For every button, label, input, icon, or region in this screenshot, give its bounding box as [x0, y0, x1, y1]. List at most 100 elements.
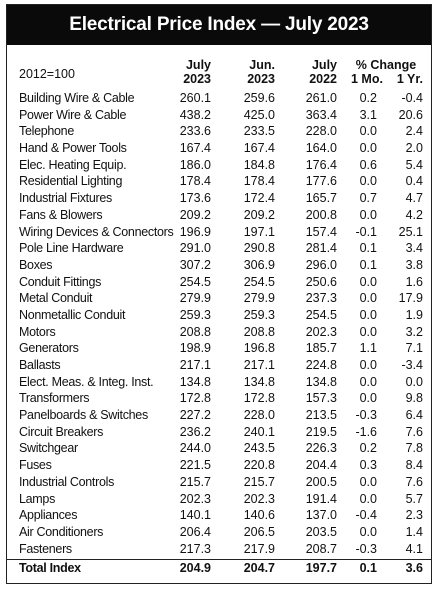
- value-july-2023: 233.6: [179, 124, 211, 139]
- change-1-month: 0.0: [359, 374, 377, 389]
- value-july-2022: 157.3: [305, 391, 337, 406]
- table-row: Motors 208.8 208.8 202.3 0.0 3.2: [7, 324, 431, 341]
- change-1-year: 0.4: [405, 174, 423, 189]
- category-name: Building Wire & Cable: [19, 91, 135, 105]
- header-1-month: 1 Mo.: [351, 72, 383, 86]
- header-jun-2023: Jun. 2023: [247, 58, 275, 86]
- value-july-2023: 198.9: [179, 341, 211, 356]
- change-1-month: 0.0: [359, 358, 377, 372]
- category-name: Fasteners: [19, 541, 72, 556]
- category-name: Telephone: [19, 124, 74, 139]
- value-jun-2023: 140.6: [243, 508, 275, 523]
- table-row: Metal Conduit 279.9 279.9 237.3 0.0 17.9: [7, 290, 431, 307]
- value-july-2022: 200.5: [305, 474, 337, 489]
- change-1-month: 0.2: [359, 441, 377, 456]
- value-july-2022: 208.7: [305, 541, 337, 556]
- base-year-label: 2012=100: [19, 67, 75, 81]
- change-1-year: 5.4: [405, 157, 423, 172]
- change-1-year: 2.4: [405, 124, 423, 139]
- value-july-2022: 250.6: [305, 274, 337, 289]
- change-1-year: 3.6: [405, 561, 423, 576]
- value-july-2022: 254.5: [305, 307, 337, 322]
- change-1-month: 0.0: [359, 391, 377, 406]
- value-july-2023: 260.1: [179, 91, 211, 105]
- change-1-year: 1.4: [405, 524, 423, 539]
- change-1-month: 0.1: [359, 241, 377, 256]
- value-july-2023: 307.2: [179, 257, 211, 272]
- category-name: Conduit Fittings: [19, 274, 102, 289]
- value-july-2022: 228.0: [305, 124, 337, 139]
- table-row: Nonmetallic Conduit 259.3 259.3 254.5 0.0 1.9: [7, 307, 431, 324]
- value-jun-2023: 254.5: [243, 274, 275, 289]
- change-1-year: 4.7: [405, 191, 423, 206]
- value-jun-2023: 215.7: [243, 474, 275, 489]
- change-1-month: -0.3: [355, 541, 377, 556]
- category-name: Lamps: [19, 491, 56, 506]
- value-jun-2023: 167.4: [243, 141, 275, 156]
- value-july-2023: 204.9: [179, 561, 211, 576]
- table-row: Power Wire & Cable 438.2 425.0 363.4 3.1 20.6: [7, 107, 431, 124]
- value-jun-2023: 217.9: [243, 541, 275, 556]
- value-jun-2023: 184.8: [243, 157, 275, 172]
- table-row: Fans & Blowers 209.2 209.2 200.8 0.0 4.2: [7, 207, 431, 224]
- change-1-year: 7.1: [405, 341, 423, 356]
- change-1-month: -0.4: [355, 508, 377, 523]
- change-1-year: 0.0: [405, 374, 423, 389]
- change-1-year: -0.4: [401, 91, 423, 105]
- header-pct-change: % Change 1 Mo. 1 Yr.: [351, 58, 423, 86]
- change-1-month: -1.6: [355, 424, 377, 439]
- table-row: Elec. Heating Equip. 186.0 184.8 176.4 0.6 5.…: [7, 157, 431, 174]
- table-body: Building Wire & Cable 260.1 259.6 261.0 0.2 -…: [7, 90, 431, 577]
- value-july-2022: 164.0: [305, 141, 337, 156]
- value-jun-2023: 208.8: [243, 324, 275, 339]
- table-header: 2012=100 July 2023 Jun. 2023 July 2022 %…: [7, 45, 431, 88]
- value-july-2023: 236.2: [179, 424, 211, 439]
- category-name: Fuses: [19, 458, 52, 473]
- category-name: Circuit Breakers: [19, 424, 104, 439]
- change-1-month: 0.0: [359, 124, 377, 139]
- table-title: Electrical Price Index — July 2023: [7, 5, 431, 45]
- value-july-2023: 178.4: [179, 174, 211, 189]
- change-1-year: 4.1: [405, 541, 423, 556]
- category-name: Nonmetallic Conduit: [19, 307, 126, 322]
- value-july-2022: 204.4: [305, 458, 337, 473]
- table-row: Conduit Fittings 254.5 254.5 250.6 0.0 1.6: [7, 274, 431, 291]
- value-jun-2023: 279.9: [243, 291, 275, 306]
- header-july-2023: July 2023: [183, 58, 211, 86]
- value-jun-2023: 172.4: [243, 191, 275, 206]
- table-row: Wiring Devices & Connectors 196.9 197.1 157…: [7, 224, 431, 241]
- change-1-month: 0.1: [359, 257, 377, 272]
- table-row: Appliances 140.1 140.6 137.0 -0.4 2.3: [7, 507, 431, 524]
- change-1-month: 0.6: [359, 157, 377, 172]
- value-july-2022: 191.4: [305, 491, 337, 506]
- change-1-year: 20.6: [398, 107, 423, 122]
- value-july-2022: 237.3: [305, 291, 337, 306]
- change-1-year: 2.0: [405, 141, 423, 156]
- table-row: Hand & Power Tools 167.4 167.4 164.0 0.0 2.0: [7, 140, 431, 157]
- change-1-month: 0.1: [359, 561, 377, 576]
- category-name: Total Index: [19, 561, 81, 576]
- value-july-2023: 259.3: [179, 307, 211, 322]
- change-1-month: 0.2: [359, 91, 377, 105]
- change-1-year: 3.4: [405, 241, 423, 256]
- value-july-2023: 217.1: [179, 358, 211, 372]
- change-1-year: 3.8: [405, 257, 423, 272]
- value-july-2022: 176.4: [305, 157, 337, 172]
- value-july-2023: 186.0: [179, 157, 211, 172]
- change-1-month: 0.0: [359, 307, 377, 322]
- table-row: Ballasts 217.1 217.1 224.8 0.0 -3.4: [7, 357, 431, 374]
- value-jun-2023: 228.0: [243, 408, 275, 423]
- category-name: Residential Lighting: [19, 174, 123, 189]
- value-jun-2023: 196.8: [243, 341, 275, 356]
- value-july-2022: 165.7: [305, 191, 337, 206]
- change-1-month: -0.1: [355, 224, 377, 239]
- value-july-2023: 279.9: [179, 291, 211, 306]
- value-july-2023: 209.2: [179, 207, 211, 222]
- category-name: Ballasts: [19, 358, 61, 372]
- value-july-2022: 197.7: [305, 561, 337, 576]
- value-jun-2023: 206.5: [243, 524, 275, 539]
- value-july-2022: 219.5: [305, 424, 337, 439]
- value-jun-2023: 240.1: [243, 424, 275, 439]
- table-row: Industrial Controls 215.7 215.7 200.5 0.0 7.6: [7, 474, 431, 491]
- change-1-month: 0.3: [359, 458, 377, 473]
